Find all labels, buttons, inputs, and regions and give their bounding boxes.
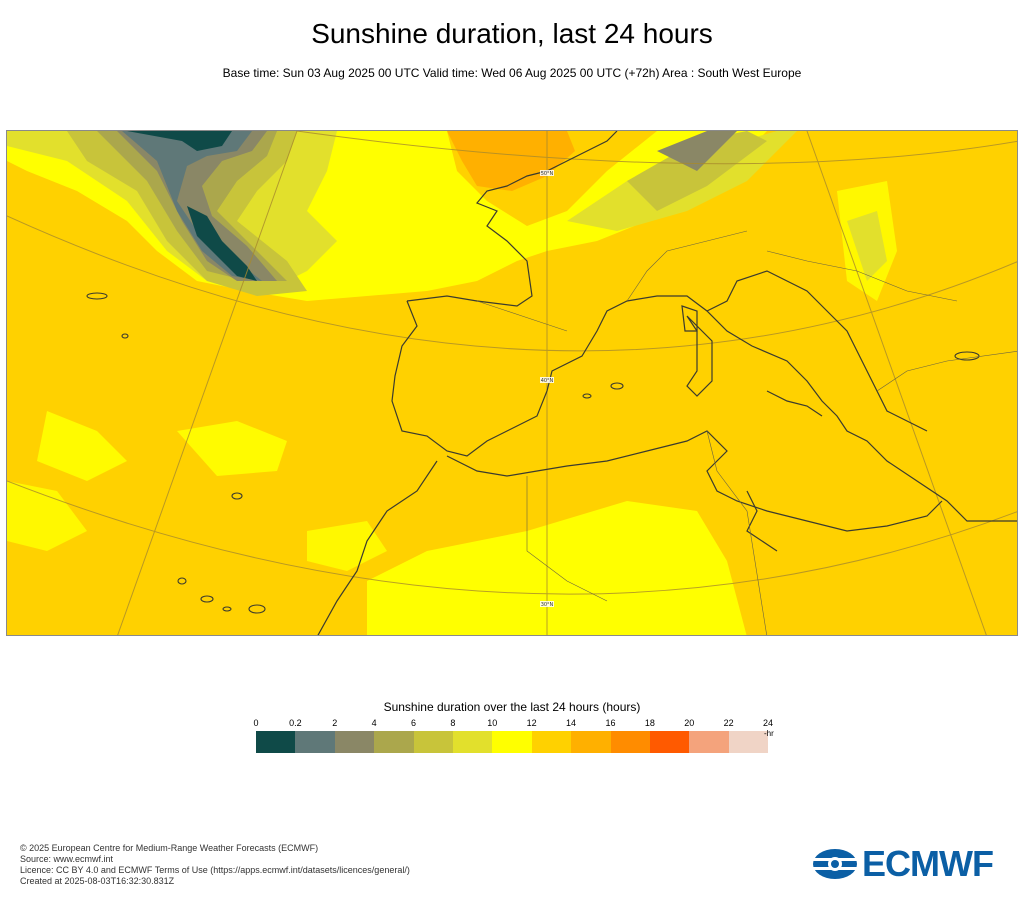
legend-swatch [295,731,335,753]
legend-unit: -hr [764,729,774,738]
field-2-4h [117,131,277,281]
ecmwf-logo-text: ECMWF [862,843,994,884]
legend-tick-label: 2 [332,718,338,728]
legend-swatch [492,731,532,753]
lat-label-50: 50°N [541,171,554,177]
legend-swatch [452,731,493,753]
lat-label-30: 30°N [541,602,554,608]
legend-tick-label: 10 [487,718,498,728]
legend-tick-label: 0 [253,718,259,728]
legend-swatch [649,731,690,753]
field-0-0.2h-band [187,206,257,281]
legend-swatch [531,731,572,753]
legend-swatch [334,731,375,753]
legend-tick-label: 18 [644,718,655,728]
field-8-10h-balkans [847,211,887,281]
source-text: Source: www.ecmwf.int [20,854,114,864]
licence-text: Licence: CC BY 4.0 and ECMWF Terms of Us… [20,865,410,875]
sunshine-map[interactable]: 50°N 40°N 30°N [6,130,1018,636]
legend-swatch [610,731,650,753]
borders [476,230,1017,635]
legend-swatch [374,731,414,753]
legend-title: Sunshine duration over the last 24 hours… [383,700,641,714]
legend-swatch [571,731,611,753]
field-10-12h-atlantic-4 [307,521,387,571]
copyright-text: © 2025 European Centre for Medium-Range … [20,843,319,853]
legend-tick-label: 6 [411,718,417,728]
ecmwf-logo: ECMWF [812,843,1008,884]
legend-tick-label: 22 [723,718,734,728]
legend-tick-label: 8 [450,718,456,728]
field-10-12h-sahara [367,501,747,635]
field-10-12h-atlantic-2 [177,421,287,476]
legend-swatch [689,731,729,753]
legend-swatch [728,731,769,753]
field-0-0.2h-north [127,131,232,151]
legend-tick-label: 12 [526,718,537,728]
map-canvas: 50°N 40°N 30°N [7,131,1017,635]
field-10-12h-atlantic [37,411,127,481]
legend-tick-label: 14 [566,718,577,728]
legend-tick-label: 24 [762,718,774,728]
ecmwf-logo-icon [812,849,858,879]
lat-label-40: 40°N [541,378,554,384]
legend-tick-label: 0.2 [289,718,302,728]
field-2-4h-france [657,131,737,171]
legend-swatch [413,731,453,753]
legend-tick-label: 20 [684,718,695,728]
legend-swatch [256,731,296,753]
legend-tick-label: 16 [605,718,616,728]
page-subtitle: Base time: Sun 03 Aug 2025 00 UTC Valid … [222,66,802,80]
lat-labels: 50°N 40°N 30°N [540,170,554,608]
created-text: Created at 2025-08-03T16:32:30.831Z [20,876,175,886]
graticule [7,131,1017,635]
islands [86,292,980,614]
footer-credits: © 2025 European Centre for Medium-Range … [20,843,410,887]
page-title: Sunshine duration, last 24 hours [311,18,713,49]
coastlines [317,131,1017,635]
field-0.2-2h [122,131,262,281]
field-10-12h-atlantic-3 [7,481,87,551]
legend-tick-label: 4 [371,718,377,728]
legend-colorbar [256,731,769,753]
